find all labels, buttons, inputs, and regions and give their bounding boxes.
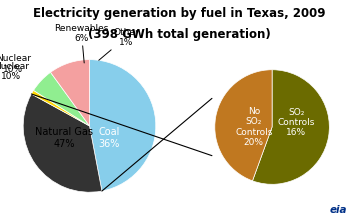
Wedge shape	[50, 60, 90, 126]
Text: No
SO₂
Controls
20%: No SO₂ Controls 20%	[235, 107, 272, 147]
Text: Nuclear
10%: Nuclear 10%	[0, 54, 31, 74]
Text: (398 GWh total generation): (398 GWh total generation)	[88, 28, 270, 41]
Text: Nuclear
10%: Nuclear 10%	[0, 62, 29, 81]
Text: Natural Gas
47%: Natural Gas 47%	[35, 127, 93, 149]
Wedge shape	[34, 72, 90, 126]
Wedge shape	[252, 70, 329, 184]
Text: Renewables
6%: Renewables 6%	[54, 24, 109, 63]
Text: Other
1%: Other 1%	[99, 28, 139, 60]
Wedge shape	[32, 90, 90, 126]
Text: Electricity generation by fuel in Texas, 2009: Electricity generation by fuel in Texas,…	[33, 7, 325, 19]
Text: SO₂
Controls
16%: SO₂ Controls 16%	[277, 108, 315, 137]
Wedge shape	[90, 60, 156, 191]
Wedge shape	[23, 94, 102, 192]
Text: eia: eia	[330, 205, 347, 215]
Wedge shape	[215, 70, 272, 181]
Text: Coal
36%: Coal 36%	[99, 127, 120, 149]
